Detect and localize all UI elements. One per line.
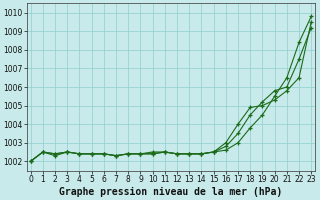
X-axis label: Graphe pression niveau de la mer (hPa): Graphe pression niveau de la mer (hPa) bbox=[59, 186, 283, 197]
